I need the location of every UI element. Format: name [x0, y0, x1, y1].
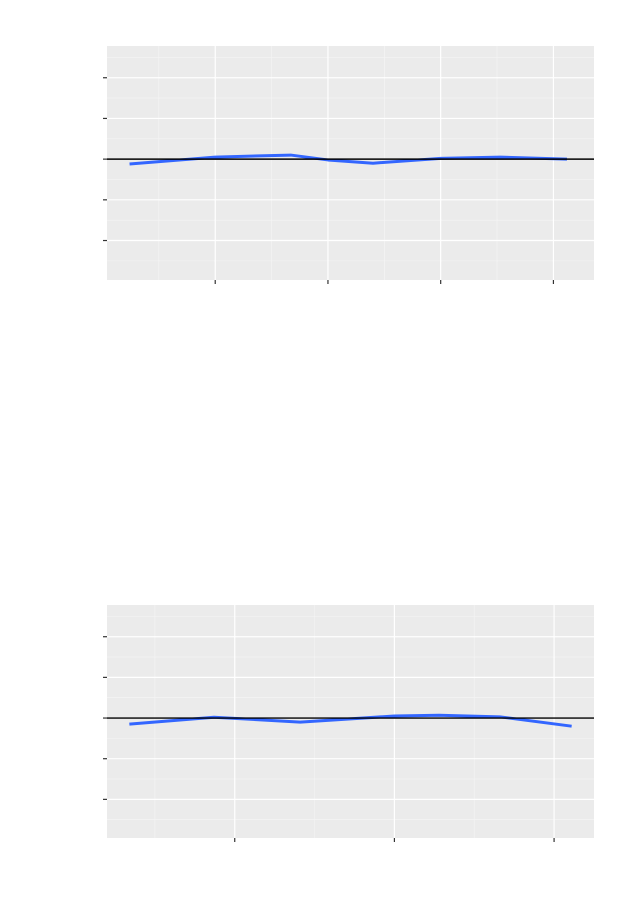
data-line [129, 713, 572, 728]
data-line [129, 153, 567, 166]
